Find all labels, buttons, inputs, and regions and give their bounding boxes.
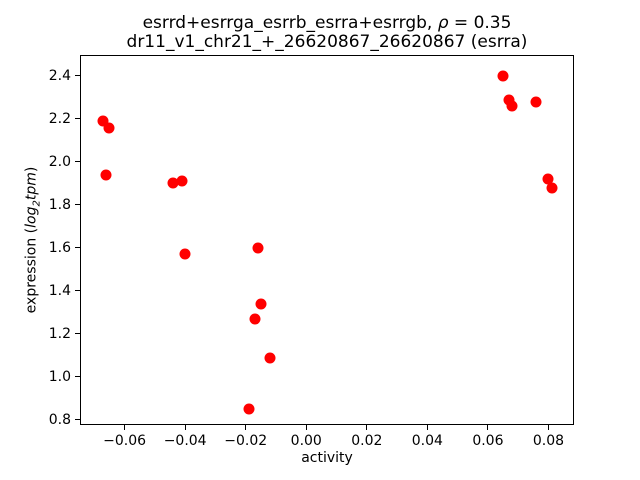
x-tick-mark <box>245 425 247 430</box>
data-point <box>497 70 509 82</box>
chart-title-line1: esrrd+esrrga_esrrb_esrra+esrrgb, ρ = 0.3… <box>80 14 574 33</box>
x-tick-label: 0.04 <box>411 433 443 449</box>
y-tick-label: 2.2 <box>48 110 71 127</box>
y-tick-mark <box>75 419 80 421</box>
chart-subtitle: dr11_v1_chr21_+_26620867_26620867 (esrra… <box>126 32 528 52</box>
y-tick-label: 2.0 <box>48 153 71 170</box>
y-tick-mark <box>75 75 80 77</box>
x-tick-label: 0.02 <box>351 433 383 449</box>
rho-value: = 0.35 <box>448 13 512 33</box>
x-tick-label: −0.04 <box>163 433 207 449</box>
data-point <box>503 94 515 106</box>
y-tick-label: 1.2 <box>48 325 71 342</box>
data-point <box>100 169 112 181</box>
data-point <box>179 248 191 260</box>
y-tick-label: 1.0 <box>48 368 71 385</box>
data-point <box>530 96 542 108</box>
y-tick-label: 0.8 <box>48 411 71 428</box>
x-tick-label: −0.06 <box>103 433 147 449</box>
y-tick-label: 2.4 <box>48 67 71 84</box>
data-point <box>97 115 109 127</box>
y-tick-label: 1.8 <box>48 196 71 213</box>
data-point <box>252 242 264 254</box>
y-tick-mark <box>75 204 80 206</box>
y-tick-mark <box>75 290 80 292</box>
x-tick-label: −0.02 <box>224 433 268 449</box>
y-tick-mark <box>75 118 80 120</box>
x-tick-mark <box>547 425 549 430</box>
y-axis-label-math2: tpm <box>23 172 40 201</box>
y-tick-mark <box>75 333 80 335</box>
x-axis-label: activity <box>301 450 353 466</box>
x-tick-mark <box>124 425 126 430</box>
data-point <box>103 122 115 134</box>
y-tick-mark <box>75 247 80 249</box>
data-point <box>255 298 267 310</box>
x-tick-label: 0.08 <box>532 433 565 449</box>
data-point <box>506 100 518 112</box>
data-point <box>243 403 255 415</box>
y-tick-label: 1.4 <box>48 282 71 299</box>
title-text: esrrd+esrrga_esrrb_esrra+esrrgb, <box>142 13 438 33</box>
x-tick-mark <box>487 425 489 430</box>
x-tick-mark <box>184 425 186 430</box>
x-tick-mark <box>305 425 307 430</box>
chart-title: esrrd+esrrga_esrrb_esrra+esrrgb, ρ = 0.3… <box>80 14 574 52</box>
data-point <box>546 182 557 194</box>
rho-symbol: ρ <box>437 13 449 33</box>
y-tick-mark <box>75 376 80 378</box>
x-tick-label: 0.00 <box>290 433 322 449</box>
data-point <box>167 177 179 189</box>
data-point <box>542 173 554 185</box>
x-tick-mark <box>426 425 428 430</box>
plot-area: −0.06 −0.04 −0.02 0.00 0.02 0.04 0.06 0.08 0.8 1.… <box>49 55 574 449</box>
y-tick-label: 1.6 <box>48 239 71 256</box>
x-tick-mark <box>366 425 368 430</box>
data-point <box>249 313 261 325</box>
data-point <box>176 175 188 187</box>
x-tick-label: 0.06 <box>472 433 504 449</box>
y-tick-mark <box>75 161 80 163</box>
data-point <box>264 352 276 364</box>
